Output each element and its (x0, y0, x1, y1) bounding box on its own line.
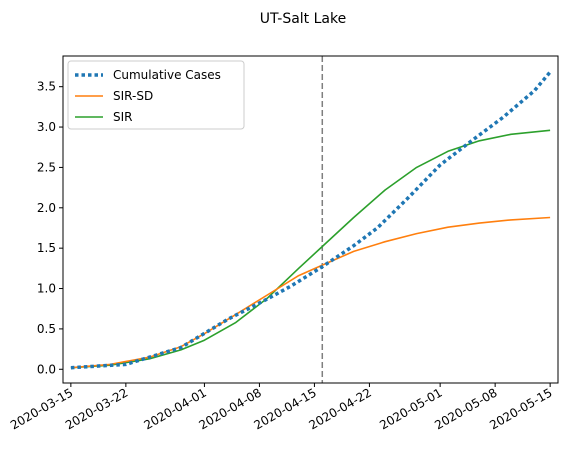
y-tick-label: 2.0 (37, 201, 56, 215)
legend-label: SIR (113, 110, 133, 124)
y-tick-label: 0.5 (37, 322, 56, 336)
y-tick-label: 2.5 (37, 160, 56, 174)
y-tick-label: 1.0 (37, 282, 56, 296)
series-line-cumulative-cases (70, 70, 552, 370)
lines-layer (70, 56, 552, 383)
x-tick-label: 2020-05-15 (487, 385, 554, 432)
y-tick-label: 3.5 (37, 80, 56, 94)
legend-label: SIR-SD (113, 89, 153, 103)
y-tick-label: 0.0 (37, 362, 56, 376)
x-tick-label: 2020-04-22 (307, 385, 374, 432)
y-tick-label: 3.0 (37, 120, 56, 134)
legend: Cumulative Cases SIR-SD SIR (67, 60, 245, 130)
legend-box (67, 60, 245, 130)
chart-title: UT-Salt Lake (260, 11, 346, 27)
series-line-sir-sd (70, 216, 551, 369)
legend-label: Cumulative Cases (113, 68, 221, 82)
y-tick-label: 1.5 (37, 241, 56, 255)
plot-frame (62, 55, 559, 384)
x-tick-label: 2020-03-22 (63, 385, 130, 432)
